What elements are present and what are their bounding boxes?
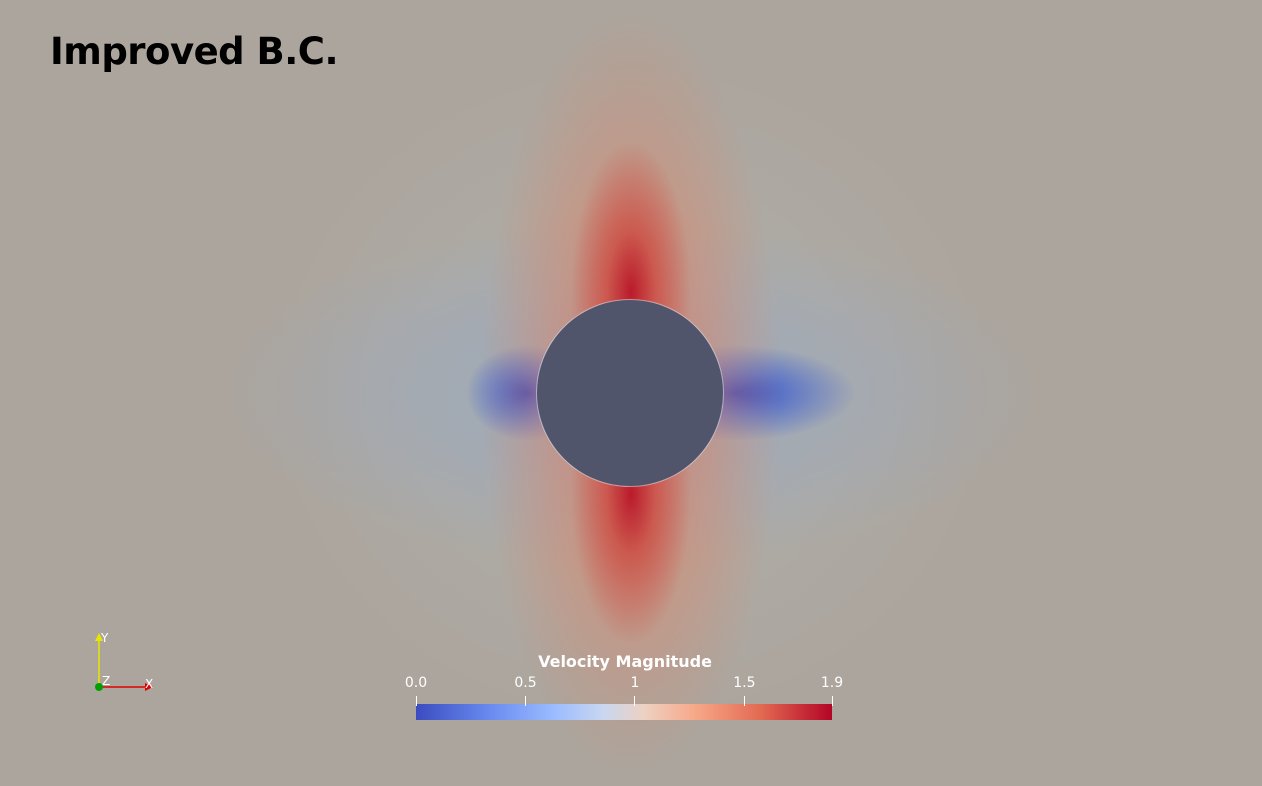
y-axis-label: Y xyxy=(100,631,109,645)
z-axis-dot xyxy=(95,683,103,691)
colorbar-tick-mark xyxy=(634,696,636,706)
colorbar-tick-mark xyxy=(415,696,417,706)
colorbar-tick-label: 0.0 xyxy=(404,675,428,691)
z-axis-label: Z xyxy=(102,674,110,688)
colorbar-gradient xyxy=(416,704,832,720)
colorbar-title: Velocity Magnitude xyxy=(538,652,712,671)
y-axis-arrowhead xyxy=(95,633,103,641)
colorbar-tick-label: 1 xyxy=(630,675,640,691)
x-axis-label: X xyxy=(145,677,153,691)
scalar-colorbar[interactable]: Velocity Magnitude 0.0 0.5 1 1.5 1.9 xyxy=(395,652,855,732)
colorbar-tick-mark xyxy=(831,696,833,706)
view-title: Improved B.C. xyxy=(50,30,339,73)
colorbar-tick-label: 1.5 xyxy=(733,675,756,691)
x-axis-arrowhead xyxy=(145,683,153,691)
orientation-axes-widget: Y Z X xyxy=(95,631,153,691)
cylinder-obstacle xyxy=(537,300,723,486)
colorbar-tick-mark xyxy=(524,696,526,706)
colorbar-tick-label: 0.5 xyxy=(514,675,537,691)
colorbar-tick-mark xyxy=(743,696,745,706)
colorbar-tick-label: 1.9 xyxy=(820,675,844,691)
